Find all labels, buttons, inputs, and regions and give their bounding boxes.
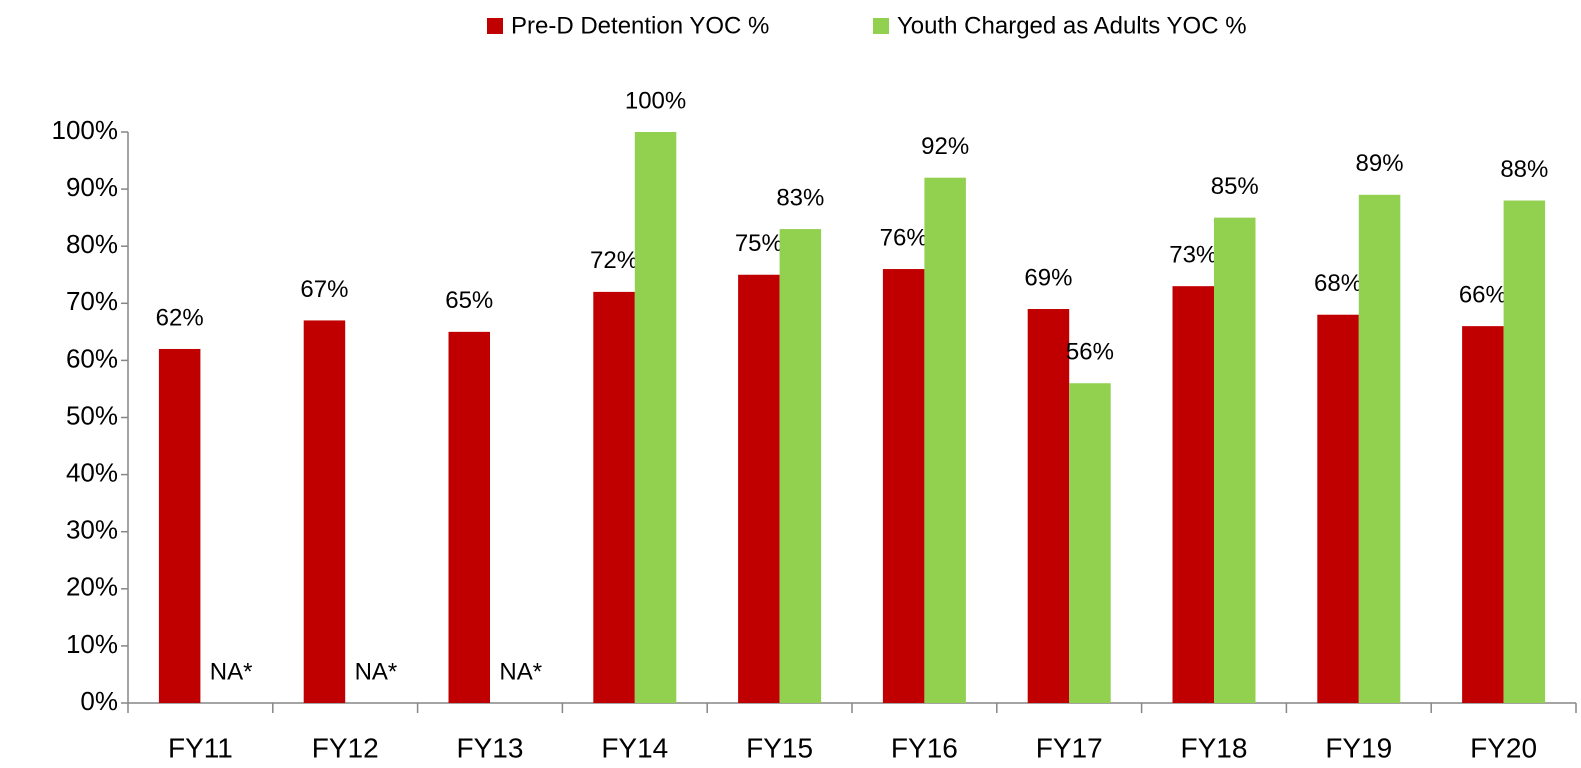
data-label: 83% [776,184,824,211]
bar [882,269,925,703]
bar [779,229,822,703]
legend-swatch [487,18,503,34]
bar [1358,194,1401,703]
bar [1027,309,1070,703]
y-tick-label: 50% [66,400,118,430]
y-tick-label: 90% [66,172,118,202]
x-tick-label: FY13 [457,732,524,763]
y-tick-label: 10% [66,629,118,659]
legend-label: Youth Charged as Adults YOC % [897,12,1247,39]
y-tick-label: 60% [66,343,118,373]
data-label: 88% [1500,156,1548,183]
bar [924,177,966,703]
data-label: 69% [1024,264,1072,291]
bar [1069,383,1111,703]
data-label: NA* [210,658,253,685]
x-tick-label: FY16 [891,732,958,763]
legend-label: Pre-D Detention YOC % [511,12,769,39]
bar [303,320,346,703]
data-label: 89% [1356,150,1404,177]
bar [1503,200,1546,703]
x-tick-label: FY18 [1181,732,1248,763]
bar [634,132,677,703]
data-label: 76% [880,224,928,251]
data-label: 65% [445,287,493,314]
x-tick-label: FY20 [1470,732,1537,763]
x-tick-label: FY19 [1325,732,1392,763]
x-tick-label: FY11 [168,732,233,763]
x-tick-label: FY14 [601,732,668,763]
data-label: 68% [1314,270,1362,297]
bar [1214,217,1256,703]
data-label: 73% [1169,242,1217,269]
data-label: 85% [1211,173,1259,200]
y-tick-label: 20% [66,572,118,602]
bar [738,274,780,703]
y-tick-label: 80% [66,229,118,259]
data-label: 72% [590,247,638,274]
data-label: 62% [156,304,204,331]
data-label: 100% [625,87,686,114]
bar [448,331,490,703]
y-tick-label: 30% [66,515,118,545]
data-label: 75% [735,230,783,257]
bar [1317,314,1359,703]
x-tick-label: FY12 [312,732,379,763]
data-label: 66% [1459,281,1507,308]
bar [593,291,635,703]
bar [158,348,201,703]
data-label: 92% [921,133,969,160]
x-tick-label: FY17 [1036,732,1103,763]
y-tick-label: 100% [52,115,119,145]
legend-swatch [873,18,889,34]
data-label: NA* [499,658,542,685]
data-label: NA* [355,658,398,685]
y-tick-label: 70% [66,286,118,316]
data-label: 67% [300,276,348,303]
y-tick-label: 0% [80,686,118,716]
bar [1462,326,1504,703]
data-label: 56% [1066,339,1114,366]
x-tick-label: FY15 [746,732,813,763]
y-tick-label: 40% [66,457,118,487]
bar [1172,286,1214,703]
